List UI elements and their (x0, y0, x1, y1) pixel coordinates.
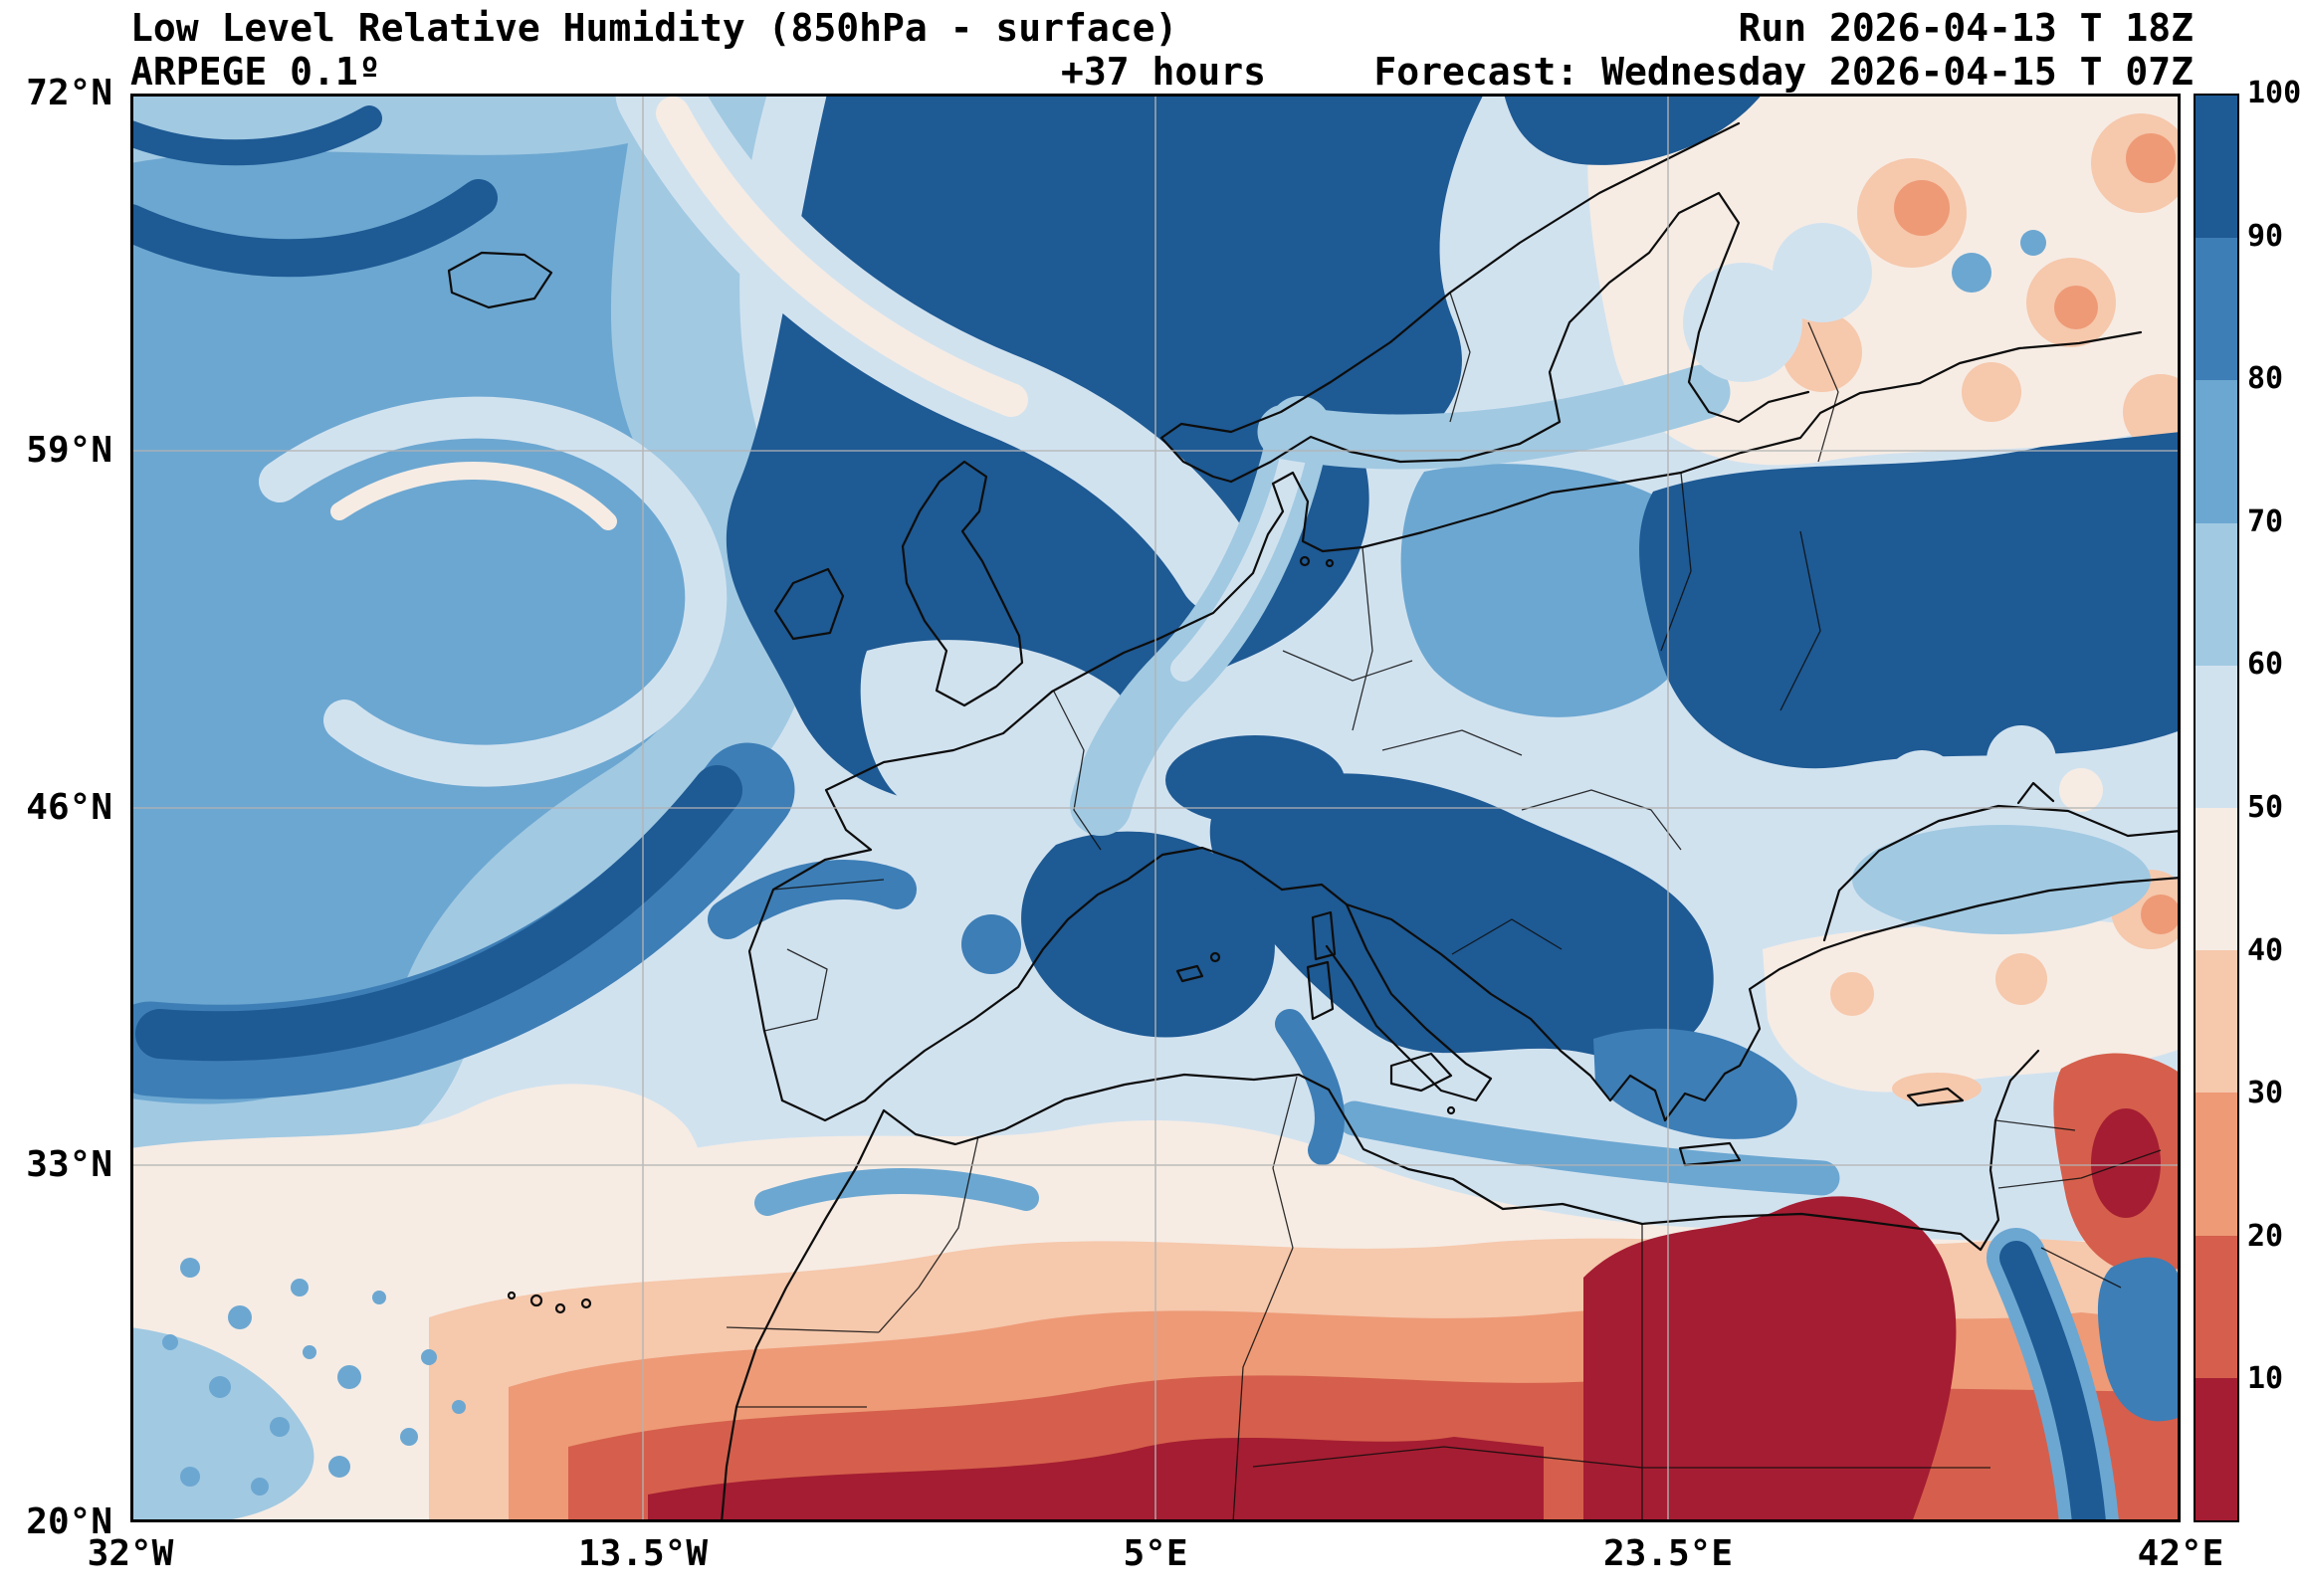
colorbar-tick-label: 30 (2247, 1076, 2284, 1110)
colorbar-segment (2196, 1235, 2237, 1378)
map-frame (130, 94, 2181, 1522)
run-label: Run 2026-04-13 T 18Z (1738, 6, 2194, 50)
colorbar-segment (2196, 522, 2237, 666)
y-axis-tick-label: 72°N (26, 73, 112, 113)
lead-time-label: +37 hours (1061, 50, 1266, 94)
colorbar-segment (2196, 665, 2237, 809)
model-label: ARPEGE 0.1º (130, 50, 381, 94)
humidity-map-svg (130, 94, 2181, 1522)
gridlines (130, 94, 2181, 1522)
x-axis-tick-label: 13.5°W (577, 1533, 709, 1574)
forecast-label: Forecast: Wednesday 2026-04-15 T 07Z (1373, 50, 2194, 94)
colorbar (2194, 94, 2239, 1522)
y-axis-tick-label: 59°N (26, 430, 112, 471)
x-axis-tick-label: 5°E (1123, 1533, 1188, 1574)
cumulus-speckles (162, 230, 2046, 1496)
x-axis-tick-label: 32°W (87, 1533, 174, 1574)
map-title: Low Level Relative Humidity (850hPa - su… (130, 6, 1178, 50)
colorbar-segment (2196, 1377, 2237, 1521)
colorbar-tick-label: 20 (2247, 1219, 2284, 1254)
humidity-map (130, 94, 2181, 1522)
colorbar-segment (2196, 380, 2237, 523)
coastlines (447, 121, 2181, 1522)
colorbar-segment (2196, 1093, 2237, 1236)
colorbar-tick-label: 100 (2247, 76, 2302, 110)
colorbar-tick-label: 90 (2247, 219, 2284, 254)
colorbar-tick-label: 40 (2247, 933, 2284, 968)
colorbar-tick-label: 50 (2247, 790, 2284, 825)
y-axis-tick-label: 46°N (26, 787, 112, 828)
y-axis-tick-label: 33°N (26, 1144, 112, 1185)
y-axis-tick-label: 20°N (26, 1501, 112, 1542)
colorbar-segment (2196, 96, 2237, 239)
colorbar-segment (2196, 238, 2237, 381)
colorbar-segment (2196, 808, 2237, 951)
colorbar-tick-label: 10 (2247, 1361, 2284, 1396)
x-axis-tick-label: 42°E (2137, 1533, 2224, 1574)
colorbar-tick-label: 80 (2247, 361, 2284, 396)
country-borders (726, 292, 2162, 1522)
colorbar-tick-label: 70 (2247, 504, 2284, 539)
colorbar-segment (2196, 950, 2237, 1094)
colorbar-tick-label: 60 (2247, 647, 2284, 682)
x-axis-tick-label: 23.5°E (1602, 1533, 1734, 1574)
